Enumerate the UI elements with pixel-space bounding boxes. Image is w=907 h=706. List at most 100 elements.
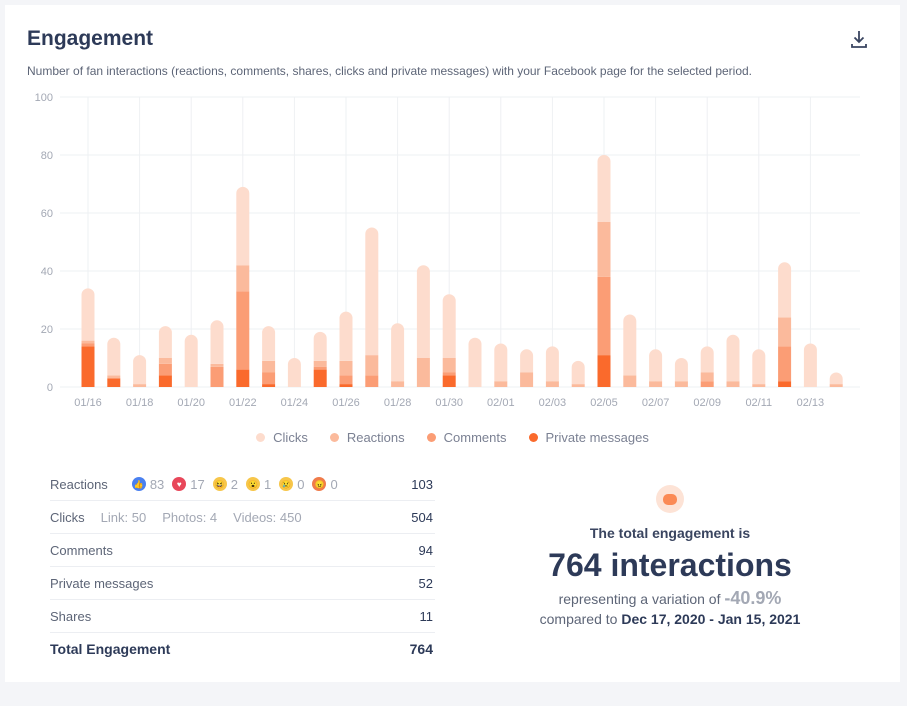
- bar-clicks[interactable]: [623, 314, 637, 376]
- bar-clicks[interactable]: [545, 346, 559, 382]
- angry-icon: 😠: [312, 477, 327, 491]
- bar-comments[interactable]: [700, 381, 714, 387]
- bar-private-messages[interactable]: [313, 369, 327, 387]
- legend-label: Private messages: [545, 430, 649, 445]
- bar-clicks[interactable]: [778, 262, 792, 318]
- bar-reactions[interactable]: [623, 375, 637, 387]
- bar-clicks[interactable]: [391, 323, 405, 382]
- bar-clicks[interactable]: [520, 349, 534, 373]
- bar-clicks[interactable]: [571, 360, 585, 385]
- bar-clicks[interactable]: [339, 311, 353, 361]
- bar-clicks[interactable]: [674, 358, 688, 382]
- compared-period: Dec 17, 2020 - Jan 15, 2021: [621, 611, 801, 627]
- bar-private-messages[interactable]: [81, 346, 95, 387]
- bar-clicks[interactable]: [726, 334, 740, 382]
- row-label: Comments: [50, 542, 113, 558]
- bar-reactions[interactable]: [313, 360, 327, 367]
- bar-clicks[interactable]: [597, 155, 611, 222]
- engagement-chart: 0 20 40 60 80 100 01/16 01/18 01/20 01/22 01/24 01/…: [35, 92, 860, 409]
- legend-private-messages[interactable]: Private messages: [528, 430, 649, 445]
- bar-private-messages[interactable]: [339, 384, 353, 387]
- bar-clicks[interactable]: [236, 186, 250, 266]
- bar-clicks[interactable]: [829, 372, 843, 385]
- x-tick-label: 02/09: [693, 397, 721, 409]
- bar-clicks[interactable]: [494, 343, 508, 382]
- bar-clicks[interactable]: [416, 265, 430, 358]
- bar-comments[interactable]: [236, 291, 250, 370]
- bar-private-messages[interactable]: [107, 378, 121, 387]
- bar-private-messages[interactable]: [778, 381, 792, 387]
- bar-private-messages[interactable]: [597, 355, 611, 387]
- bar-reactions[interactable]: [778, 317, 792, 347]
- y-tick-label: 100: [35, 92, 53, 104]
- bar-reactions[interactable]: [520, 372, 534, 388]
- bar-reactions[interactable]: [649, 381, 663, 387]
- bar-clicks[interactable]: [468, 337, 482, 387]
- bar-clicks[interactable]: [313, 331, 327, 361]
- bar-reactions[interactable]: [726, 381, 740, 387]
- bar-clicks[interactable]: [287, 358, 301, 387]
- bar-clicks[interactable]: [649, 349, 663, 382]
- bar-clicks[interactable]: [365, 227, 379, 356]
- bar-reactions[interactable]: [674, 381, 688, 387]
- bar-comments[interactable]: [262, 372, 276, 385]
- bar-clicks[interactable]: [210, 320, 224, 364]
- bar-comments[interactable]: [442, 372, 456, 376]
- bar-comments[interactable]: [597, 276, 611, 356]
- bar-clicks[interactable]: [442, 294, 456, 358]
- x-tick-label: 01/16: [74, 397, 102, 409]
- bar-reactions[interactable]: [236, 265, 250, 292]
- bar-clicks[interactable]: [158, 326, 172, 358]
- bar-reactions[interactable]: [829, 384, 843, 387]
- legend-comments[interactable]: Comments: [426, 430, 507, 445]
- bar-comments[interactable]: [158, 363, 172, 376]
- bar-reactions[interactable]: [416, 358, 430, 387]
- x-tick-label: 02/11: [745, 397, 772, 409]
- bar-reactions[interactable]: [442, 358, 456, 373]
- bar-reactions[interactable]: [133, 384, 147, 387]
- bar-comments[interactable]: [365, 375, 379, 387]
- row-label: Shares: [50, 608, 92, 624]
- bar-reactions[interactable]: [752, 384, 766, 387]
- bar-reactions[interactable]: [494, 381, 508, 387]
- legend-reactions[interactable]: Reactions: [329, 430, 405, 445]
- legend-clicks[interactable]: Clicks: [256, 430, 308, 445]
- variation-prefix: representing a variation of: [558, 591, 721, 607]
- bar-reactions[interactable]: [81, 340, 95, 344]
- x-tick-label: 01/22: [229, 397, 257, 409]
- reaction-haha: 😆 2: [212, 477, 238, 492]
- bar-reactions[interactable]: [545, 381, 559, 387]
- reaction-count: 83: [149, 476, 165, 492]
- bar-reactions[interactable]: [391, 381, 405, 387]
- bar-comments[interactable]: [339, 375, 353, 385]
- bar-clicks[interactable]: [803, 343, 817, 388]
- bar-reactions[interactable]: [700, 372, 714, 382]
- bar-reactions[interactable]: [262, 360, 276, 373]
- y-tick-label: 0: [47, 382, 53, 394]
- bar-private-messages[interactable]: [442, 375, 456, 387]
- bar-reactions[interactable]: [597, 221, 611, 277]
- page-subtitle: Number of fan interactions (reactions, c…: [27, 64, 753, 78]
- bar-private-messages[interactable]: [236, 369, 250, 387]
- bar-clicks[interactable]: [700, 346, 714, 373]
- bar-comments[interactable]: [778, 346, 792, 382]
- bar-private-messages[interactable]: [158, 375, 172, 387]
- bar-reactions[interactable]: [158, 358, 172, 364]
- bar-comments[interactable]: [210, 366, 224, 387]
- bar-reactions[interactable]: [210, 363, 224, 367]
- bar-clicks[interactable]: [107, 337, 121, 376]
- bar-comments[interactable]: [313, 366, 327, 370]
- bar-comments[interactable]: [81, 343, 95, 347]
- bar-reactions[interactable]: [339, 360, 353, 376]
- bar-reactions[interactable]: [571, 384, 585, 387]
- x-tick-label: 01/28: [384, 397, 412, 409]
- bar-clicks[interactable]: [752, 349, 766, 385]
- bar-clicks[interactable]: [262, 326, 276, 361]
- download-icon[interactable]: [850, 29, 868, 49]
- bar-reactions[interactable]: [107, 375, 121, 379]
- bar-reactions[interactable]: [365, 355, 379, 376]
- bar-private-messages[interactable]: [262, 384, 276, 387]
- bar-clicks[interactable]: [133, 355, 147, 385]
- bar-clicks[interactable]: [81, 288, 95, 341]
- bar-clicks[interactable]: [184, 334, 198, 387]
